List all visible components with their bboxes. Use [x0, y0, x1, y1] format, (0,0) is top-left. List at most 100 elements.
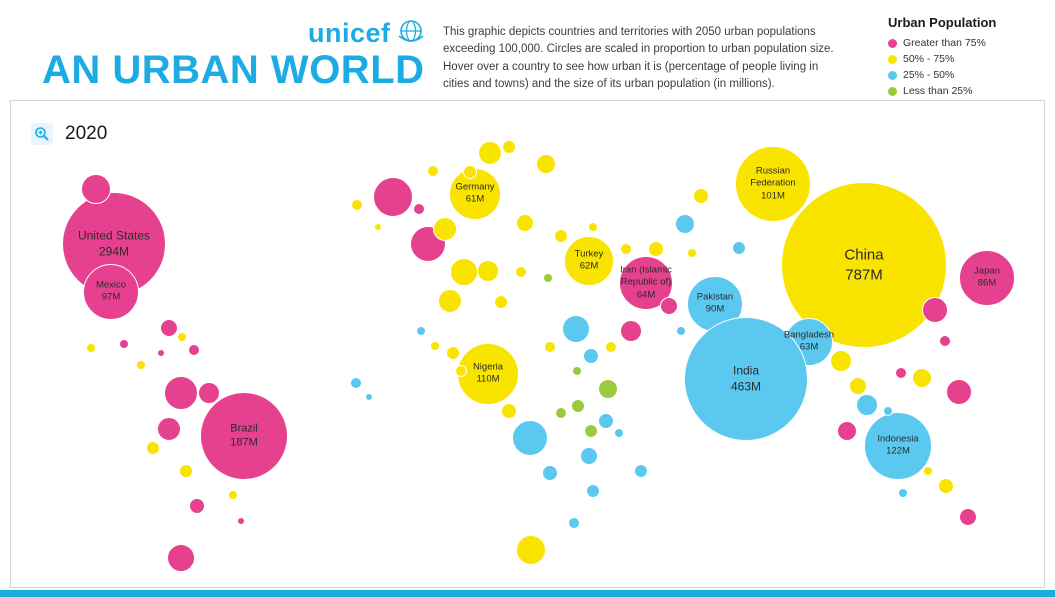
country-bubble[interactable]: [164, 376, 198, 410]
country-bubble[interactable]: [433, 217, 457, 241]
country-bubble[interactable]: [237, 517, 245, 525]
year-label: 2020: [65, 123, 108, 144]
country-bubble[interactable]: [200, 392, 288, 480]
country-bubble[interactable]: [959, 508, 977, 526]
country-bubble[interactable]: [494, 295, 508, 309]
country-bubble[interactable]: [477, 260, 499, 282]
country-bubble[interactable]: [351, 199, 363, 211]
country-bubble[interactable]: [86, 343, 96, 353]
country-bubble[interactable]: [463, 165, 477, 179]
country-bubble[interactable]: [427, 165, 439, 177]
country-bubble[interactable]: [895, 367, 907, 379]
country-bubble[interactable]: [228, 490, 238, 500]
country-bubble[interactable]: [735, 146, 811, 222]
country-bubble[interactable]: [189, 498, 205, 514]
country-bubble[interactable]: [502, 140, 516, 154]
country-bubble[interactable]: [446, 346, 460, 360]
country-bubble[interactable]: [81, 174, 111, 204]
country-bubble[interactable]: [648, 241, 664, 257]
unicef-logo-text: unicef: [308, 18, 391, 48]
country-bubble[interactable]: [177, 332, 187, 342]
country-bubble[interactable]: [959, 250, 1015, 306]
country-bubble[interactable]: [693, 188, 709, 204]
country-bubble[interactable]: [516, 214, 534, 232]
country-bubble[interactable]: [912, 368, 932, 388]
country-bubble[interactable]: [160, 319, 178, 337]
legend-dot-green: [888, 86, 897, 96]
country-bubble[interactable]: [588, 222, 598, 232]
country-bubble[interactable]: [856, 394, 878, 416]
country-bubble[interactable]: [542, 465, 558, 481]
country-bubble[interactable]: [946, 379, 972, 405]
country-bubble[interactable]: [586, 484, 600, 498]
country-bubble[interactable]: [676, 326, 686, 336]
country-bubble[interactable]: [898, 488, 908, 498]
country-bubble[interactable]: [430, 341, 440, 351]
country-bubble[interactable]: [350, 377, 362, 389]
country-bubble[interactable]: [620, 243, 632, 255]
country-bubble[interactable]: [684, 317, 808, 441]
country-bubble[interactable]: [555, 407, 567, 419]
country-bubble[interactable]: [598, 379, 618, 399]
country-bubble[interactable]: [188, 344, 200, 356]
country-bubble[interactable]: [660, 297, 678, 315]
country-bubble[interactable]: [564, 236, 614, 286]
country-bubble[interactable]: [830, 350, 852, 372]
country-bubble[interactable]: [515, 266, 527, 278]
country-bubble[interactable]: [922, 297, 948, 323]
country-bubble[interactable]: [374, 223, 382, 231]
country-bubble[interactable]: [580, 447, 598, 465]
country-bubble[interactable]: [413, 203, 425, 215]
country-bubble[interactable]: [157, 417, 181, 441]
country-bubble[interactable]: [605, 341, 617, 353]
country-bubble[interactable]: [536, 154, 556, 174]
legend: Urban Population Greater than 75% 50% - …: [888, 15, 996, 101]
country-bubble[interactable]: [455, 365, 467, 377]
country-bubble[interactable]: [923, 466, 933, 476]
country-bubble[interactable]: [687, 248, 697, 258]
country-bubble[interactable]: [939, 335, 951, 347]
country-bubble[interactable]: [584, 424, 598, 438]
country-bubble[interactable]: [849, 377, 867, 395]
country-bubble[interactable]: [562, 315, 590, 343]
country-bubble[interactable]: [554, 229, 568, 243]
country-bubble[interactable]: [938, 478, 954, 494]
country-bubble[interactable]: [516, 535, 546, 565]
country-bubble[interactable]: [634, 464, 648, 478]
country-bubble[interactable]: [512, 420, 548, 456]
country-bubble[interactable]: [198, 382, 220, 404]
description-text: This graphic depicts countries and terri…: [443, 26, 834, 90]
country-bubble[interactable]: [837, 421, 857, 441]
country-bubble[interactable]: [416, 326, 426, 336]
country-bubble[interactable]: [543, 273, 553, 283]
country-bubble[interactable]: [157, 349, 165, 357]
country-bubble[interactable]: [457, 343, 519, 405]
country-bubble[interactable]: [598, 413, 614, 429]
country-bubble[interactable]: [568, 517, 580, 529]
country-bubble[interactable]: [571, 399, 585, 413]
country-bubble[interactable]: [450, 258, 478, 286]
country-bubble[interactable]: [583, 348, 599, 364]
legend-dot-pink: [888, 38, 897, 48]
country-bubble[interactable]: [572, 366, 582, 376]
country-bubble[interactable]: [179, 464, 193, 478]
country-bubble[interactable]: [620, 320, 642, 342]
country-bubble[interactable]: [544, 341, 556, 353]
country-bubble[interactable]: [373, 177, 413, 217]
country-bubble[interactable]: [119, 339, 129, 349]
zoom-in-icon[interactable]: [31, 123, 53, 145]
country-bubble[interactable]: [478, 141, 502, 165]
country-bubble[interactable]: [614, 428, 624, 438]
country-bubble[interactable]: [675, 214, 695, 234]
country-bubble[interactable]: [732, 241, 746, 255]
country-bubble[interactable]: [365, 393, 373, 401]
country-bubble[interactable]: [501, 403, 517, 419]
country-bubble[interactable]: [146, 441, 160, 455]
country-bubble[interactable]: [864, 412, 932, 480]
unicef-emblem-icon: [396, 16, 426, 51]
country-bubble[interactable]: [883, 406, 893, 416]
country-bubble[interactable]: [438, 289, 462, 313]
country-bubble[interactable]: [167, 544, 195, 572]
country-bubble[interactable]: [136, 360, 146, 370]
country-bubble[interactable]: [83, 264, 139, 320]
